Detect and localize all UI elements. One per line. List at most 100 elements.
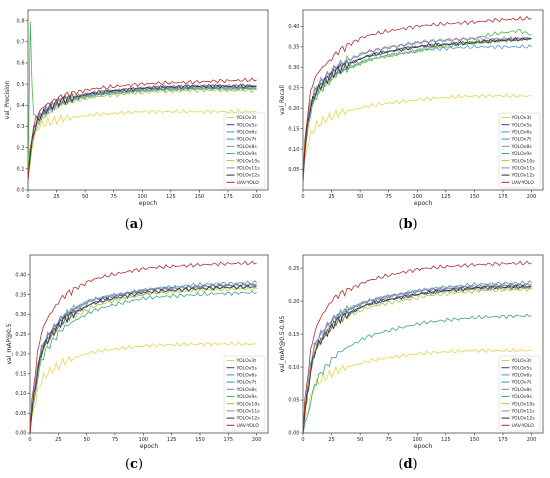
x-tick-label: 25 — [328, 437, 334, 443]
series-line-yolov9s — [28, 21, 257, 181]
y-tick-label: 0.25 — [288, 85, 299, 91]
x-tick-label: 25 — [328, 194, 334, 200]
series-line-yolov10s — [303, 287, 532, 429]
y-tick-label: 0.00 — [288, 431, 299, 437]
legend-entry: YOLOv8s — [236, 144, 258, 150]
y-tick-label: 0.20 — [288, 106, 299, 112]
series-line-uav-yolo — [30, 260, 257, 433]
y-tick-label: 0.25 — [288, 266, 299, 272]
legend-entry: YOLOv9s — [236, 151, 258, 157]
x-tick-label: 0 — [28, 437, 31, 443]
y-tick-label: 0.05 — [288, 167, 299, 173]
legend-entry: YOLOv9s — [236, 394, 258, 400]
x-tick-label: 25 — [53, 194, 59, 200]
legend-entry: YOLOv5s — [511, 365, 533, 371]
x-tick-label: 25 — [55, 437, 61, 443]
x-tick-label: 200 — [527, 437, 537, 443]
series-line-yolov9s — [303, 29, 532, 179]
x-tick-label: 0 — [301, 437, 304, 443]
x-tick-label: 50 — [357, 437, 363, 443]
x-axis-label: epoch — [139, 200, 157, 207]
series-line-yolov3t — [303, 347, 532, 433]
x-tick-label: 175 — [223, 194, 233, 200]
x-tick-label: 150 — [470, 194, 480, 200]
chart-panel-3: 0 25 50 75 100 125 150 175 200 0.00 0.05 0.10 0.15 0.… — [279, 254, 544, 472]
legend-entry: UAV-YOLO — [237, 423, 260, 429]
y-tick-label: 0.05 — [15, 411, 26, 417]
legend-entry: YOLOv11s — [236, 409, 261, 415]
panel-caption: (d) — [398, 457, 417, 472]
chart-panel-2: 0 25 50 75 100 125 150 175 200 0.00 0.05 0.10 0.15 0.… — [6, 254, 269, 472]
x-tick-label: 75 — [112, 437, 118, 443]
series-line-yolov9s — [30, 283, 257, 433]
y-tick-label: 0.25 — [15, 332, 26, 338]
y-tick-label: 0.6 — [17, 61, 25, 67]
series-line-yolov6s — [303, 280, 532, 432]
series-line-yolov10s — [30, 286, 257, 429]
legend-entry: YOLOv12s — [511, 416, 536, 422]
y-tick-label: 0.1 — [17, 167, 25, 173]
y-tick-label: 0.40 — [288, 24, 299, 30]
legend-entry: UAV-YOLO — [512, 180, 535, 186]
x-tick-label: 175 — [498, 437, 508, 443]
x-tick-label: 0 — [26, 194, 29, 200]
x-tick-label: 75 — [111, 194, 117, 200]
x-tick-label: 200 — [527, 194, 537, 200]
y-tick-label: 0.2 — [17, 145, 25, 151]
chart-panel-1: 0 25 50 75 100 125 150 175 200 0.05 0.10 0.15 0.20 0.… — [279, 9, 544, 232]
x-tick-label: 100 — [413, 194, 423, 200]
legend-entry: YOLOv8s — [511, 387, 533, 393]
legend-entry: YOLOv11s — [236, 166, 261, 172]
y-tick-label: 0.15 — [15, 371, 26, 377]
panel-caption: (a) — [125, 217, 144, 232]
y-axis-label: val_mAP@0.5-0.95 — [279, 316, 286, 373]
y-tick-label: 0.05 — [288, 398, 299, 404]
series-line-yolov3t — [28, 108, 257, 180]
x-tick-label: 0 — [301, 194, 304, 200]
x-tick-label: 75 — [386, 194, 392, 200]
y-tick-label: 0.5 — [17, 82, 25, 88]
legend-entry: YOLOv5s — [236, 122, 258, 128]
y-tick-label: 0.20 — [15, 352, 26, 358]
series-line-yolov3t — [303, 93, 532, 178]
series-line-yolov7t — [303, 313, 532, 433]
x-tick-label: 100 — [413, 437, 423, 443]
x-tick-label: 100 — [139, 437, 149, 443]
x-tick-label: 175 — [498, 194, 508, 200]
legend-entry: YOLOv10s — [236, 158, 261, 164]
y-tick-label: 0.7 — [17, 39, 25, 45]
legend-entry: YOLOv12s — [236, 416, 261, 422]
legend-entry: YOLOv7t — [236, 137, 257, 143]
y-tick-label: 0.3 — [17, 124, 25, 130]
series-line-yolov7t — [30, 290, 257, 433]
x-tick-label: 200 — [252, 194, 262, 200]
legend-entry: YOLOv3t — [511, 358, 532, 364]
legend-entry: YOLOv10s — [236, 401, 261, 407]
series-line-uav-yolo — [303, 15, 532, 182]
x-tick-label: 150 — [195, 437, 205, 443]
series-line-yolov11s — [303, 36, 532, 180]
y-tick-label: 0.10 — [288, 365, 299, 371]
legend-entry: YOLOv11s — [511, 409, 536, 415]
chart-panel-0: 0 25 50 75 100 125 150 175 200 0.0 0.1 0.2 0.3 0.4 0.5… — [4, 9, 269, 232]
series-line-yolov12s — [30, 284, 257, 433]
y-tick-label: 0.20 — [288, 299, 299, 305]
series-line-uav-yolo — [303, 260, 532, 433]
series-line-yolov12s — [303, 36, 532, 178]
panel-caption: (c) — [125, 457, 143, 472]
legend-entry: YOLOv10s — [511, 401, 536, 407]
series-line-yolov11s — [30, 282, 257, 433]
x-tick-label: 150 — [195, 194, 205, 200]
legend-entry: UAV-YOLO — [237, 180, 260, 186]
legend-entry: YOLOv9s — [511, 394, 533, 400]
y-tick-label: 0.15 — [288, 332, 299, 338]
legend-entry: YOLOv5s — [511, 122, 533, 128]
series-line-uav-yolo — [28, 77, 257, 182]
y-tick-label: 0.40 — [15, 272, 26, 278]
y-tick-label: 0.8 — [17, 18, 25, 24]
legend-entry: YOLOv8s — [236, 387, 258, 393]
x-tick-label: 200 — [252, 437, 262, 443]
series-line-yolov10s — [28, 87, 257, 178]
series-line-yolov11s — [303, 282, 532, 433]
